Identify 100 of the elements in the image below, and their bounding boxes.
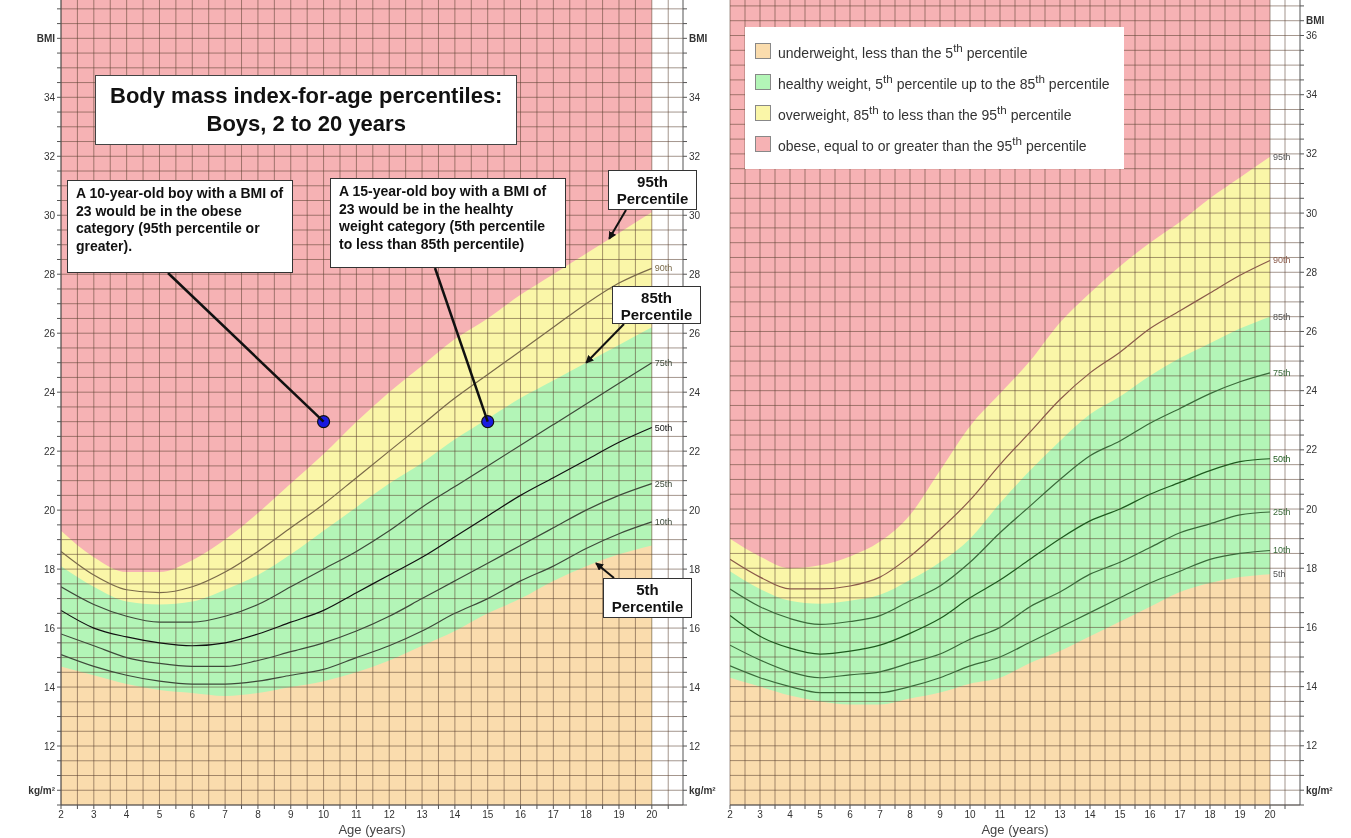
x-tick-label: 3	[757, 809, 764, 821]
x-tick-label: 5	[817, 809, 824, 821]
legend-label: overweight, 85$^{th}$ to less than the 95$^{th}$ percentile	[778, 102, 1072, 123]
y-tick-label: kg/m²	[28, 784, 56, 796]
x-tick-label: 6	[847, 809, 854, 821]
x-tick-label: 13	[416, 809, 429, 821]
series-label: 75th	[654, 357, 673, 368]
y2-tick-label: BMI	[689, 32, 708, 44]
line-series	[730, 259, 1271, 590]
y-tick-label: 28	[43, 268, 56, 280]
x-tick-label: 14	[449, 809, 461, 821]
y-tick-label: 36	[1306, 30, 1318, 42]
y-tick-label: kg/m²	[1306, 784, 1334, 796]
y-tick-label: 16	[43, 622, 56, 634]
x-tick-label: 19	[613, 809, 625, 821]
y-tick-label: 26	[43, 327, 56, 339]
x-tick-label: 20	[646, 809, 658, 821]
band-label: obese, equal to or greater than the 95$^{th}$ percentile	[778, 133, 1087, 154]
x-tick-label: 6	[189, 809, 196, 821]
y-tick-label: 20	[1306, 503, 1318, 515]
series-label: 10th	[654, 516, 673, 527]
series-label: 25th	[1273, 507, 1291, 517]
x-tick-label: 7	[222, 809, 229, 821]
x-tick-label: 3	[91, 809, 98, 821]
x-tick-label: 13	[1054, 809, 1066, 821]
y-tick-label: 14	[43, 681, 56, 693]
x-tick-label: 19	[1234, 809, 1246, 821]
annotation: 5th	[1273, 569, 1286, 580]
y2-tick-label: 34	[689, 91, 701, 103]
x-tick-label: 9	[287, 809, 294, 821]
x-tick-label: 17	[547, 809, 560, 821]
line-series	[730, 549, 1271, 694]
y-tick-label: 22	[43, 445, 56, 457]
x-tick-label: 15	[482, 809, 494, 821]
x-axis-title: Age (years)	[338, 822, 406, 837]
line-series	[730, 458, 1271, 655]
y-tick-label: 18	[1306, 562, 1318, 574]
y-tick-label: 12	[43, 740, 56, 752]
y2-tick-label: kg/m²	[689, 784, 717, 796]
series-label: 75th	[1273, 367, 1291, 378]
y2-tick-label: 14	[689, 681, 701, 693]
x-tick-label: 18	[580, 809, 593, 821]
annotation: 85th	[1273, 311, 1291, 322]
y-tick-label: 16	[1306, 621, 1318, 633]
x-tick-label: 10	[318, 809, 330, 821]
x-tick-label: 16	[514, 809, 527, 821]
x-tick-label: 17	[1174, 809, 1186, 821]
annotation: 85th Percentile	[612, 286, 701, 324]
x-tick-label: 12	[1024, 809, 1036, 821]
y-tick-label: 32	[1306, 148, 1318, 160]
y-tick-label: 34	[43, 91, 56, 103]
y-tick-label: 28	[1306, 266, 1318, 278]
y-tick-label: BMI	[36, 32, 56, 44]
y-tick-label: 24	[43, 386, 56, 398]
series-label: 90th	[1273, 255, 1291, 266]
x-tick-label: 10	[964, 809, 976, 821]
y2-tick-label: 18	[689, 563, 701, 575]
x-tick-label: 5	[156, 809, 163, 821]
x-tick-label: 16	[1144, 809, 1156, 821]
annotation: 95th	[1273, 151, 1291, 162]
x-tick-label: 8	[907, 809, 914, 821]
legend-label: healthy weight, 5$^{th}$ percentile up to the 85$^{th}$ percentile	[778, 71, 1110, 92]
y2-tick-label: 22	[689, 445, 701, 457]
x-tick-label: 9	[937, 809, 944, 821]
x-tick-label: 20	[1264, 809, 1276, 821]
y2-tick-label: 24	[689, 386, 701, 398]
y2-tick-label: 26	[689, 327, 701, 339]
annotation: A 10-year-old boy with a BMI of 23 would be in the obese category (95th percentile or greater).	[67, 180, 293, 273]
x-tick-label: 4	[787, 809, 794, 821]
x-tick-label: 8	[255, 809, 262, 821]
text: Body mass index-for-age percentiles: Boys, 2 to 20 years	[95, 75, 518, 145]
annotation: A 15-year-old boy with a BMI of 23 would be in the healhty weight category (5th percentile to less than 85th percentile)	[330, 178, 566, 268]
x-axis-title: Age (years)	[981, 822, 1049, 837]
y-tick-label: 30	[1306, 207, 1318, 219]
line-series	[730, 511, 1271, 679]
x-tick-label: 18	[1204, 809, 1216, 821]
y-tick-label: 18	[43, 563, 56, 575]
y-tick-label: 20	[43, 504, 56, 516]
y2-tick-label: 28	[689, 268, 701, 280]
y2-tick-label: 20	[689, 504, 701, 516]
legend-label: underweight, less than the 5$^{th}$ percentile	[778, 40, 1028, 61]
x-tick-label: 7	[877, 809, 884, 821]
y-tick-label: 14	[1306, 681, 1318, 693]
series-label: 50th	[1273, 453, 1291, 464]
x-tick-label: 2	[58, 809, 65, 821]
x-tick-label: 4	[123, 809, 130, 821]
series-label: 50th	[654, 422, 673, 433]
series-label: 25th	[654, 478, 673, 489]
x-tick-label: 11	[351, 809, 363, 821]
x-tick-label: 12	[383, 809, 396, 821]
y2-tick-label: 30	[689, 209, 701, 221]
x-tick-label: 11	[994, 809, 1006, 821]
y2-tick-label: 32	[689, 150, 701, 162]
series-label: 90th	[654, 263, 673, 274]
y-tick-label: 22	[1306, 444, 1318, 456]
series-label: 10th	[1273, 545, 1291, 556]
x-tick-label: 15	[1114, 809, 1126, 821]
x-tick-label: 14	[1084, 809, 1096, 821]
y-tick-label: 34	[1306, 89, 1318, 101]
annotation: 5th Percentile	[603, 578, 692, 618]
